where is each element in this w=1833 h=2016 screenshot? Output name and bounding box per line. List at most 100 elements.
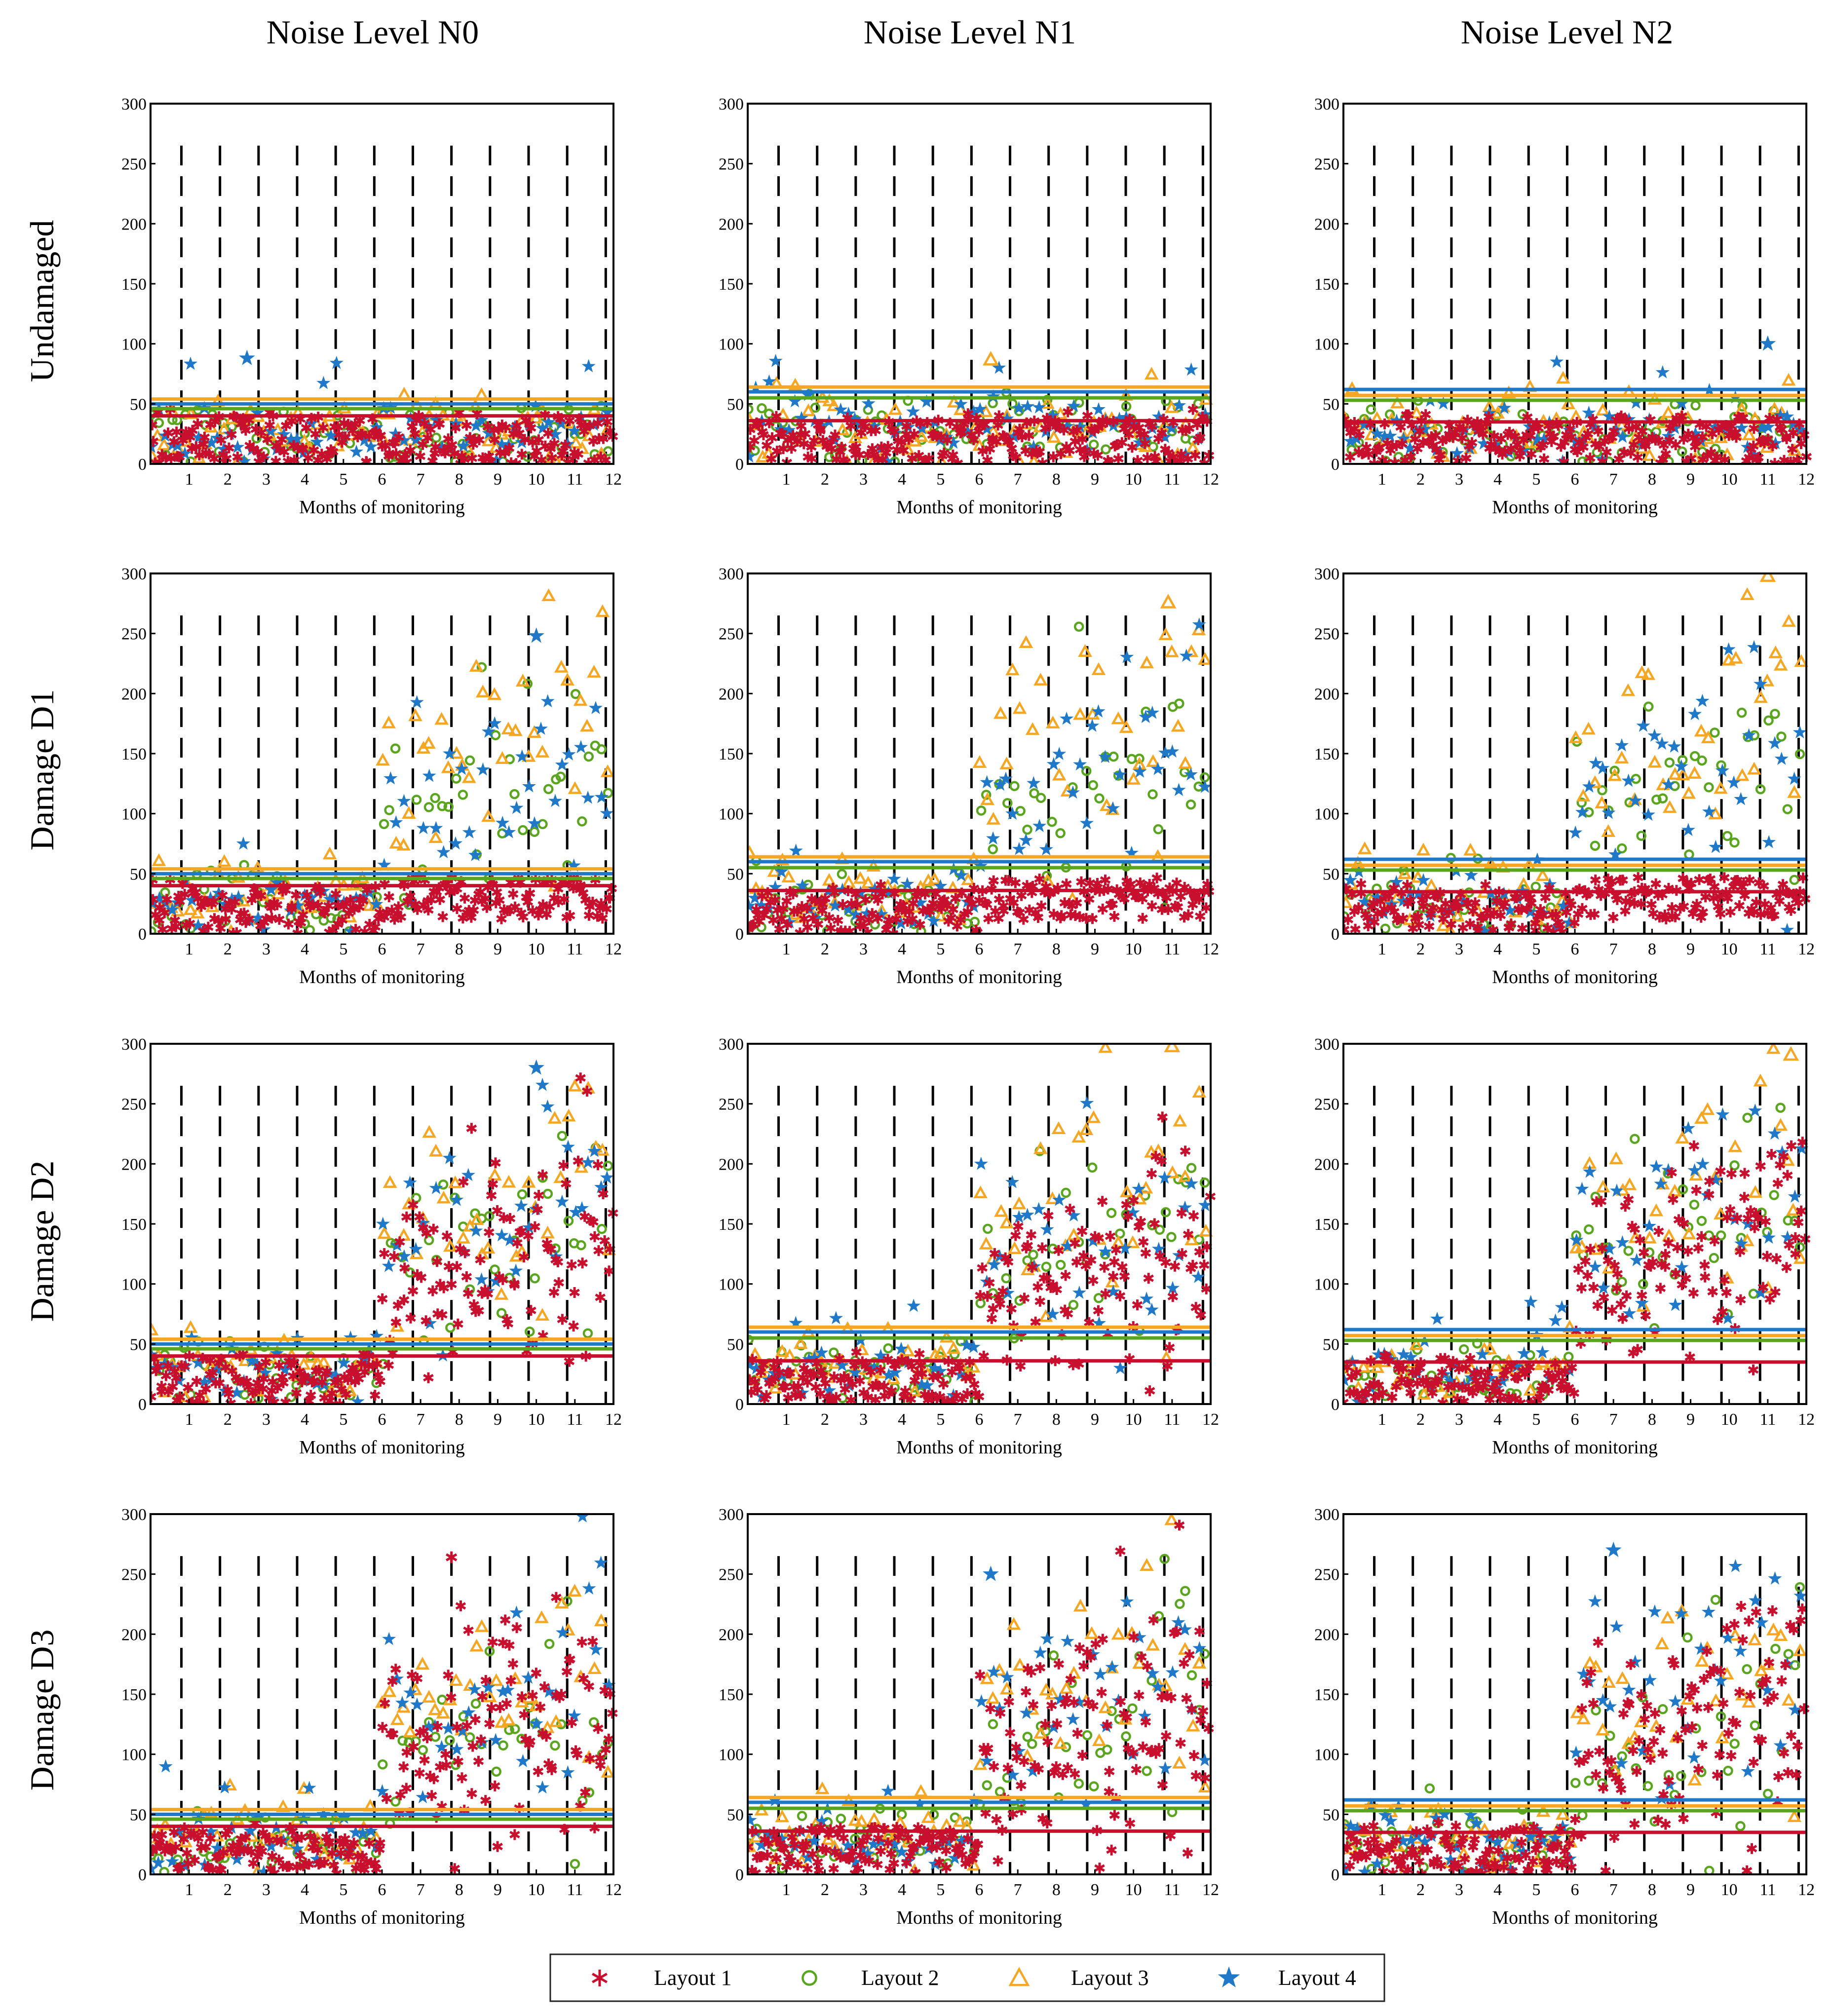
layout4-point [814, 1345, 829, 1359]
layout4-point [355, 1826, 370, 1839]
layout3-point [1140, 1558, 1154, 1571]
layout1-point [564, 910, 575, 921]
layout4-point [1067, 399, 1081, 412]
layout4-point [310, 435, 324, 448]
layout1-point [825, 922, 836, 934]
layout4-point [165, 902, 179, 916]
layout3-point [1561, 396, 1575, 410]
layout1-point [507, 1658, 519, 1670]
layout2-point [537, 819, 548, 830]
layout2-point [1584, 1224, 1594, 1235]
layout1-point [1615, 1298, 1626, 1310]
layout1-point [387, 1675, 398, 1687]
layout3-point [1073, 1598, 1088, 1612]
layout3-point [920, 1367, 935, 1379]
layout4-point [495, 1228, 509, 1242]
layout4-point [1019, 833, 1033, 846]
layout1-point [962, 1388, 973, 1399]
layout4-point [436, 845, 451, 859]
layout3-point [1040, 396, 1055, 409]
layout1-point [577, 1257, 588, 1269]
layout1-point [882, 441, 893, 452]
layout4-point [907, 1298, 921, 1312]
x-tick-label: 9 [1686, 940, 1695, 958]
x-tick-label: 2 [821, 1410, 829, 1429]
layout1-point [1774, 1159, 1786, 1171]
layout1-point [419, 418, 430, 429]
layout3-point [1708, 806, 1723, 820]
layout1-point [1749, 1222, 1760, 1233]
layout1-point [1423, 920, 1435, 932]
layout1-point [1672, 1242, 1683, 1254]
layout4-point [1674, 759, 1688, 773]
layout1-point [393, 431, 404, 443]
layout2-point [1094, 793, 1105, 804]
layout1-point [1515, 1397, 1526, 1404]
layout1-point [1076, 1225, 1088, 1237]
plot-area [748, 1044, 1211, 1404]
layout2-point [1106, 1208, 1117, 1218]
layout1-point [1593, 425, 1604, 437]
layout4-point [514, 1199, 529, 1212]
y-tick-label: 250 [1314, 625, 1339, 644]
layout1-point [875, 1365, 886, 1376]
layout1-point [484, 1718, 495, 1729]
layout4-point [928, 1361, 942, 1374]
layout3-point [1125, 1235, 1140, 1249]
layout1-point [1024, 430, 1034, 441]
layout3-point [1028, 454, 1039, 464]
layout3-point [914, 1784, 928, 1797]
layout1-point [903, 434, 915, 445]
layout1-point [1663, 1237, 1674, 1249]
layout1-point [179, 1361, 190, 1372]
layout4-point [1734, 792, 1748, 805]
layout1-point [584, 420, 595, 431]
layout4-point [302, 1781, 316, 1794]
layout1-point [766, 453, 777, 464]
layout3-point [443, 1239, 458, 1252]
layout4-point [461, 1168, 475, 1181]
x-tick-label: 3 [262, 1410, 270, 1429]
layout2-point [1121, 401, 1132, 412]
layout1-point [1053, 1245, 1064, 1256]
layout1-point [1110, 1244, 1122, 1255]
layout3-point [1198, 1223, 1213, 1237]
layout1-point [450, 422, 461, 433]
layout3-point [316, 1355, 331, 1368]
layout3-point [1164, 1044, 1181, 1053]
layout4-point [1608, 847, 1622, 861]
layout3-point [521, 1175, 536, 1188]
layout3-point [1556, 371, 1570, 384]
y-tick-label: 100 [1314, 336, 1339, 354]
x-tick-label: 11 [567, 940, 583, 958]
layout2-point [797, 1811, 807, 1821]
layout3-point [1773, 1118, 1788, 1131]
layout4-point [1343, 873, 1357, 886]
layout3-point [1098, 1700, 1113, 1713]
layout4-point [1655, 736, 1669, 750]
layout3-point [1748, 1185, 1762, 1198]
layout3-point [594, 1613, 609, 1627]
layout1-point [1061, 878, 1072, 890]
layout1-point [427, 1285, 438, 1296]
layout4-point [1681, 1121, 1695, 1135]
layout3-point [1614, 418, 1629, 431]
layout1-point [1065, 1204, 1075, 1215]
column-title-n2: Noise Level N2 [1461, 13, 1674, 51]
x-axis-label: Months of monitoring [1492, 967, 1658, 988]
layout2-point [1009, 781, 1020, 791]
layout4-point [1072, 1286, 1086, 1299]
layout1-point [923, 453, 934, 464]
x-tick-label: 3 [859, 1410, 868, 1429]
layout4-point [1151, 761, 1165, 775]
layout1-point [408, 1199, 419, 1211]
layout1-point [998, 905, 1009, 916]
layout1-point [302, 889, 312, 901]
layout1-point [993, 913, 1004, 924]
y-tick-label: 100 [719, 1276, 744, 1294]
layout1-point [942, 434, 953, 446]
layout4-point [920, 1378, 934, 1392]
layout4-point [1621, 773, 1636, 787]
